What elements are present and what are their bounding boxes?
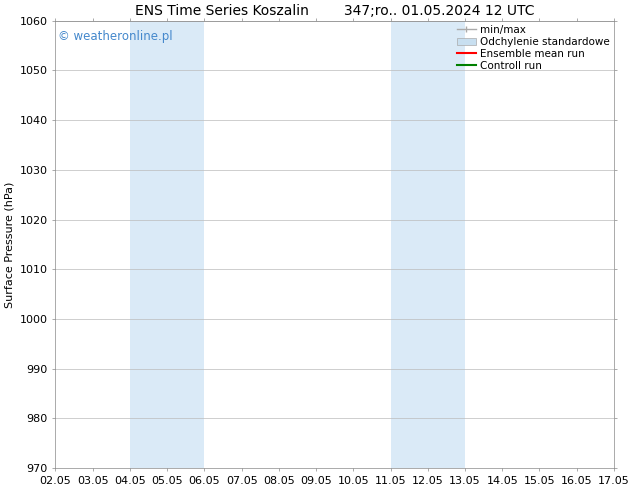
Legend: min/max, Odchylenie standardowe, Ensemble mean run, Controll run: min/max, Odchylenie standardowe, Ensembl… <box>455 23 612 73</box>
Y-axis label: Surface Pressure (hPa): Surface Pressure (hPa) <box>4 181 14 308</box>
Bar <box>130 21 204 468</box>
Title: ENS Time Series Koszalin        347;ro.. 01.05.2024 12 UTC: ENS Time Series Koszalin 347;ro.. 01.05.… <box>135 4 534 18</box>
Bar <box>391 21 465 468</box>
Text: © weatheronline.pl: © weatheronline.pl <box>58 30 173 43</box>
